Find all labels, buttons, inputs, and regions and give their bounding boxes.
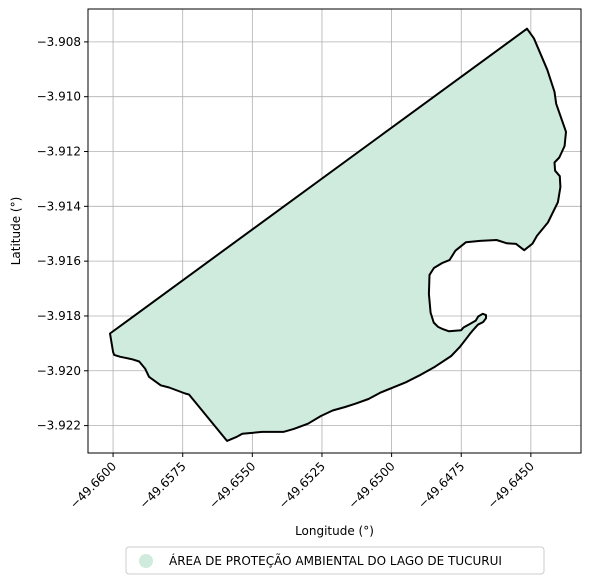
protected-area-polygon (109, 27, 567, 442)
y-tick-label: −3.912 (37, 145, 81, 159)
x-tick-label: −49.6550 (206, 459, 258, 511)
y-tick-label: −3.916 (37, 254, 81, 268)
x-tick-label: −49.6475 (415, 459, 467, 511)
legend: ÁREA DE PROTEÇÃO AMBIENTAL DO LAGO DE TU… (125, 546, 545, 575)
plot-frame (87, 8, 582, 454)
y-axis: −3.908 −3.910 −3.912 −3.914 −3.916 −3.918 −3.9… (37, 35, 88, 433)
legend-entry-label: ÁREA DE PROTEÇÃO AMBIENTAL DO LAGO DE TU… (169, 553, 502, 568)
x-tick-label: −49.6600 (67, 459, 119, 511)
x-tick-label: −49.6500 (346, 459, 398, 511)
x-tick-label: −49.6450 (485, 459, 537, 511)
polygon-layer (109, 27, 567, 442)
y-tick-label: −3.920 (37, 364, 81, 378)
legend-box (125, 546, 545, 575)
y-tick-label: −3.918 (37, 309, 81, 323)
x-tick-label: −49.6525 (276, 459, 328, 511)
x-axis-label: Longitude (°) (295, 524, 374, 538)
x-tick-label: −49.6575 (137, 459, 189, 511)
y-tick-label: −3.922 (37, 419, 81, 433)
y-axis-label: Latitude (°) (9, 197, 23, 266)
y-tick-label: −3.910 (37, 90, 81, 104)
legend-marker (139, 554, 153, 568)
y-tick-label: −3.914 (37, 199, 81, 213)
y-tick-label: −3.908 (37, 35, 81, 49)
x-axis: −49.6600 −49.6575 −49.6550 −49.6525 −49.6500… (67, 453, 537, 511)
